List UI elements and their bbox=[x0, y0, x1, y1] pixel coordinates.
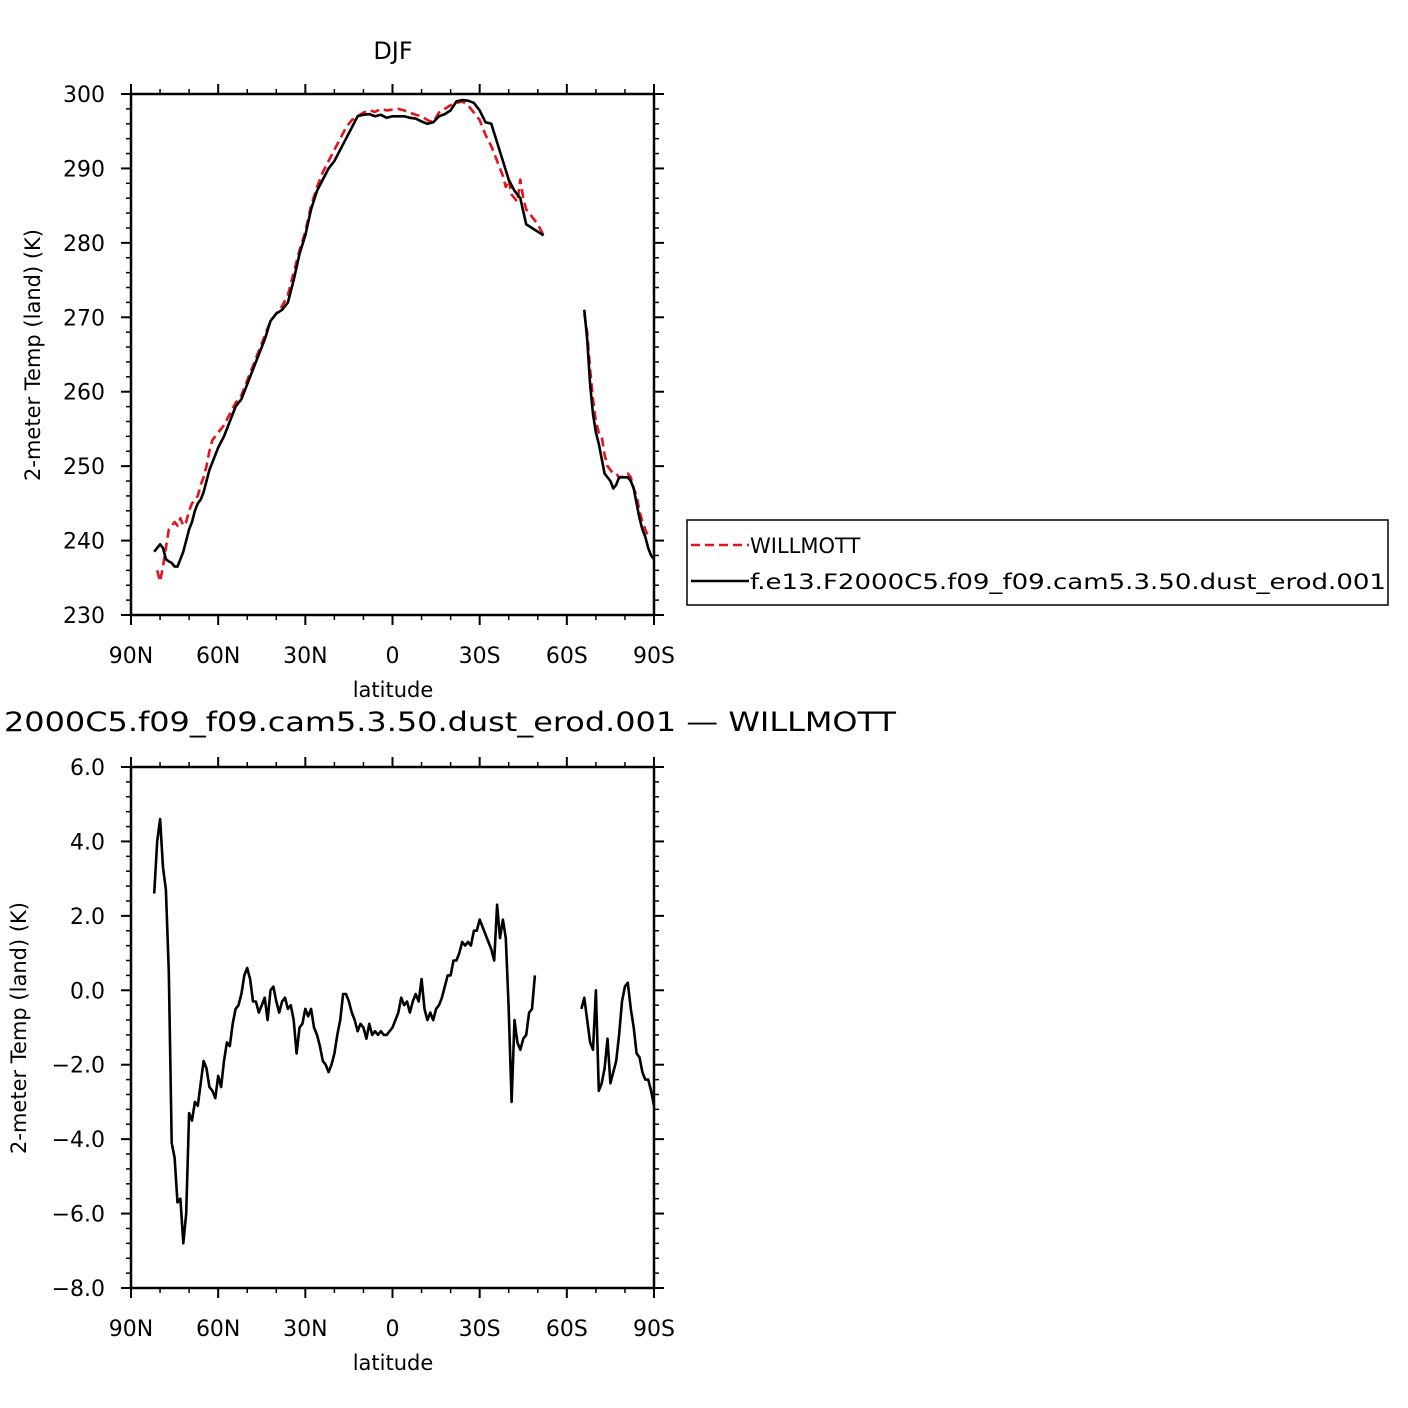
y-tick-label: −2.0 bbox=[52, 1054, 105, 1079]
bottom-y-tick-labels: −8.0 −6.0 −4.0 −2.0 0.0 2.0 4.0 6.0 bbox=[52, 756, 105, 1302]
x-tick-label: 30S bbox=[459, 1317, 501, 1342]
bottom-panel: 2000C5.f09_f09.cam5.3.50.dust_erod.001 —… bbox=[4, 707, 897, 1375]
series-line-0-segment-0 bbox=[155, 100, 545, 583]
top-panel: DJF 230 240 250 260 270 280 290 300 90N 60N 30N 0 3… bbox=[21, 37, 675, 702]
legend-label-model: f.e13.F2000C5.f09_f09.cam5.3.50.dust_ero… bbox=[750, 570, 1386, 595]
y-tick-label: 4.0 bbox=[70, 830, 105, 855]
x-tick-label: 30N bbox=[283, 644, 327, 669]
top-title: DJF bbox=[373, 37, 412, 65]
top-y-tick-labels: 230 240 250 260 270 280 290 300 bbox=[63, 83, 105, 629]
y-tick-label: −6.0 bbox=[52, 1203, 105, 1228]
series-line-1-segment-1 bbox=[583, 309, 656, 561]
top-plot-frame bbox=[129, 92, 656, 617]
y-tick-label: 300 bbox=[63, 83, 105, 108]
y-tick-label: 240 bbox=[63, 530, 105, 555]
series-line-1-segment-0 bbox=[153, 98, 545, 568]
bottom-plot-frame bbox=[129, 765, 656, 1290]
top-x-axis-label: latitude bbox=[353, 678, 434, 702]
x-tick-label: 90N bbox=[109, 644, 153, 669]
x-tick-label: 0 bbox=[386, 1317, 400, 1342]
x-tick-label: 60S bbox=[546, 1317, 588, 1342]
y-tick-label: 6.0 bbox=[70, 756, 105, 781]
y-tick-label: 2.0 bbox=[70, 905, 105, 930]
x-tick-label: 60S bbox=[546, 644, 588, 669]
x-tick-label: 0 bbox=[386, 644, 400, 669]
x-tick-label: 30S bbox=[459, 644, 501, 669]
legend-box bbox=[686, 519, 1389, 606]
x-tick-label: 90S bbox=[633, 1317, 675, 1342]
top-y-axis-label: 2-meter Temp (land) (K) bbox=[21, 229, 45, 481]
y-tick-label: −4.0 bbox=[52, 1128, 105, 1153]
bottom-y-axis-label: 2-meter Temp (land) (K) bbox=[7, 902, 31, 1154]
x-tick-label: 60N bbox=[196, 1317, 240, 1342]
series-line-0-segment-1 bbox=[583, 313, 650, 538]
series-line-0-segment-0 bbox=[152, 817, 537, 1245]
y-tick-label: 290 bbox=[63, 157, 105, 182]
x-tick-label: 90S bbox=[633, 644, 675, 669]
legend-label-willmott: WILLMOTT bbox=[750, 534, 860, 558]
y-tick-label: 250 bbox=[63, 455, 105, 480]
x-tick-label: 90N bbox=[109, 1317, 153, 1342]
series-line-0-segment-1 bbox=[580, 981, 656, 1106]
y-tick-label: 280 bbox=[63, 232, 105, 257]
y-tick-label: −8.0 bbox=[52, 1277, 105, 1302]
x-tick-label: 60N bbox=[196, 644, 240, 669]
x-tick-label: 30N bbox=[283, 1317, 327, 1342]
top-series-lines bbox=[153, 98, 656, 583]
y-tick-label: 270 bbox=[63, 306, 105, 331]
bottom-x-axis-label: latitude bbox=[353, 1351, 434, 1375]
legend: WILLMOTT f.e13.F2000C5.f09_f09.cam5.3.50… bbox=[686, 519, 1389, 606]
bottom-title: 2000C5.f09_f09.cam5.3.50.dust_erod.001 —… bbox=[4, 707, 897, 738]
top-ticks bbox=[121, 84, 664, 625]
bottom-series-lines bbox=[152, 817, 656, 1245]
top-x-tick-labels: 90N 60N 30N 0 30S 60S 90S bbox=[109, 644, 675, 669]
y-tick-label: 260 bbox=[63, 381, 105, 406]
bottom-x-tick-labels: 90N 60N 30N 0 30S 60S 90S bbox=[109, 1317, 675, 1342]
y-tick-label: 0.0 bbox=[70, 979, 105, 1004]
y-tick-label: 230 bbox=[63, 604, 105, 629]
